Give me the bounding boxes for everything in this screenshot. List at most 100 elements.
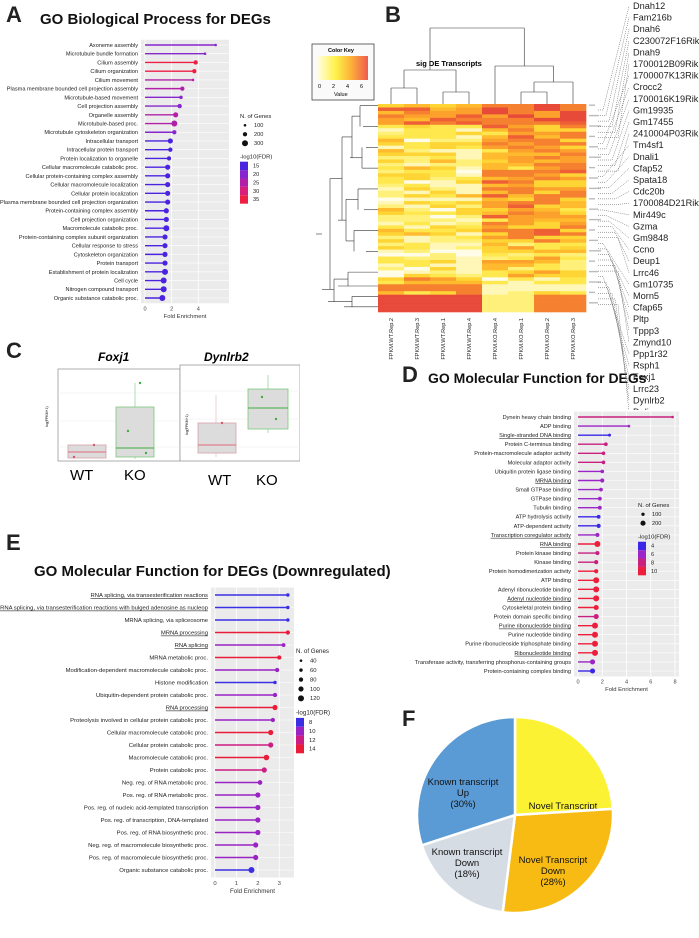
heatmap-cell <box>404 131 431 136</box>
gene-label-ppp1r32: Ppp1r32 <box>633 349 668 359</box>
category-label-cellular-macromolecule-catabolic-proc: Cellular macromolecule catabolic proc. <box>107 731 209 737</box>
gene-leader-line <box>598 5 630 111</box>
lollipop-dot-cellular-protein-localization <box>165 190 171 196</box>
heatmap-cell <box>482 124 509 129</box>
category-label-mrna-processing: MRNA processing <box>161 631 208 637</box>
lollipop-dot-cytoskeleton-organization <box>162 251 168 257</box>
category-label-mrna-binding: MRNA binding <box>535 478 571 484</box>
column-label-fpkm-ko-rep-3: FPKM.KO.Rep.3 <box>571 318 577 360</box>
heatmap-cell <box>560 156 587 160</box>
heatmap-cell <box>456 201 483 205</box>
heatmap-cell <box>430 135 457 139</box>
lollipop-dot-pos-reg-of-rna-metabolic-proc <box>255 792 261 798</box>
heatmap-cell <box>378 166 405 171</box>
heatmap-cell <box>430 201 457 205</box>
lollipop-dot-microtubule-based-movement <box>179 95 183 100</box>
heatmap-cell <box>456 190 483 195</box>
heatmap-cell <box>456 142 483 146</box>
heatmap-cell <box>560 294 587 299</box>
heatmap-cell <box>430 305 457 309</box>
heatmap-cell <box>378 183 405 188</box>
gene-leader-line <box>598 237 630 273</box>
heatmap-cell <box>378 225 405 230</box>
lollipop-dot-pos-reg-of-nucleic-acid-templated-transc <box>255 804 261 811</box>
heatmap-cell <box>482 242 509 247</box>
color-key-xlabel: Value <box>334 92 348 98</box>
gene-label-tppp3: Tppp3 <box>633 326 659 336</box>
lollipop-dot-tubulin-binding <box>597 505 602 510</box>
gene-leader-line <box>598 75 630 144</box>
heatmap-cell <box>378 256 405 261</box>
gene-label-lrrc23: Lrrc23 <box>633 384 659 394</box>
panel-label-d: D <box>402 362 418 387</box>
heatmap-cell <box>404 266 431 271</box>
color-key-tick-4: 4 <box>346 84 349 90</box>
heatmap-cell <box>534 121 561 126</box>
lollipop-dot-cilium-assembly <box>193 60 198 65</box>
lollipop-dot-neg-reg-of-rna-metabolic-proc <box>257 780 263 785</box>
heatmap-cell <box>482 142 509 146</box>
heatmap-cell <box>404 166 431 171</box>
color-legend-label: 20 <box>253 172 259 178</box>
lollipop-dot-microtubule-cytoskeleton-organization <box>172 130 177 135</box>
size-legend-dot <box>298 677 304 682</box>
heatmap-cell <box>534 225 561 230</box>
heatmap-cell <box>378 110 405 115</box>
heatmap-cell <box>430 273 457 278</box>
heatmap-cell <box>404 114 431 119</box>
heatmap-cell <box>534 263 561 268</box>
heatmap-cell <box>534 176 561 181</box>
heatmap-cell <box>482 208 509 212</box>
heatmap-cell <box>404 201 431 205</box>
category-label-transferase-activity-transferring-phosph: Transferase activity, transferring phosp… <box>415 660 571 666</box>
heatmap-cell <box>430 284 457 289</box>
heatmap-cell <box>430 124 457 129</box>
heatmap-cell <box>430 266 457 271</box>
heatmap-cell <box>404 214 431 219</box>
heatmap-cell <box>456 270 483 275</box>
heatmap-svg: Color Key 0 2 4 6 Value sig DE Transcrip… <box>311 1 699 417</box>
heatmap-cell <box>378 194 405 198</box>
heatmap-cell <box>508 114 535 119</box>
heatmap-cell <box>378 270 405 275</box>
heatmap-cell <box>378 176 405 181</box>
heatmap-cell <box>508 145 535 150</box>
gene-leader-line <box>598 110 630 161</box>
heatmap-cell <box>482 131 509 136</box>
column-dendrogram <box>390 27 574 104</box>
heatmap-cell <box>508 131 535 136</box>
heatmap-cell <box>534 284 561 289</box>
category-label-atp-hydrolysis-activity: ATP hydrolysis activity <box>516 515 572 521</box>
heatmap-cell <box>378 287 405 292</box>
heatmap-cell <box>378 180 405 185</box>
category-label-ribonucleotide-binding: Ribonucleotide binding <box>514 651 571 657</box>
heatmap-cell <box>508 246 535 250</box>
heatmap-cell <box>534 256 561 261</box>
category-label-tubulin-binding: Tubulin binding <box>533 506 571 512</box>
size-legend-label: 200 <box>254 132 263 138</box>
heatmap-cell <box>508 173 535 178</box>
box-foxj1-ko <box>115 406 155 458</box>
heatmap-cell <box>378 117 405 122</box>
color-key-title: Color Key <box>328 48 355 54</box>
heatmap-cell <box>430 142 457 146</box>
category-label-cell-projection-assembly: Cell projection assembly <box>77 104 138 110</box>
pie-percent-known-transcript-up: (30%) <box>450 799 475 810</box>
category-label-protein-catabolic-proc: Protein catabolic proc. <box>150 768 209 774</box>
pie-panel: Novel TranscriptUp(24%)Novel TranscriptD… <box>400 700 699 933</box>
category-label-purine-nucleotide-binding: Purine nucleotide binding <box>508 633 571 639</box>
heatmap-cell <box>508 305 535 309</box>
heatmap-cell <box>456 260 483 264</box>
heatmap-cell <box>508 149 535 153</box>
gene-label-mir449c: Mir449c <box>633 210 666 220</box>
lollipop-dot-protein-containing-complex-subunit-organ <box>162 234 168 240</box>
lollipop-dot-protein-kinase-binding <box>595 550 600 556</box>
heatmap-cell <box>404 121 431 126</box>
heatmap-cell <box>560 180 587 185</box>
heatmap-cell <box>508 107 535 112</box>
gene-leader-line <box>598 276 630 355</box>
gene-leader-line <box>598 281 630 366</box>
size-legend-dot <box>298 695 304 702</box>
heatmap-cell <box>482 135 509 139</box>
